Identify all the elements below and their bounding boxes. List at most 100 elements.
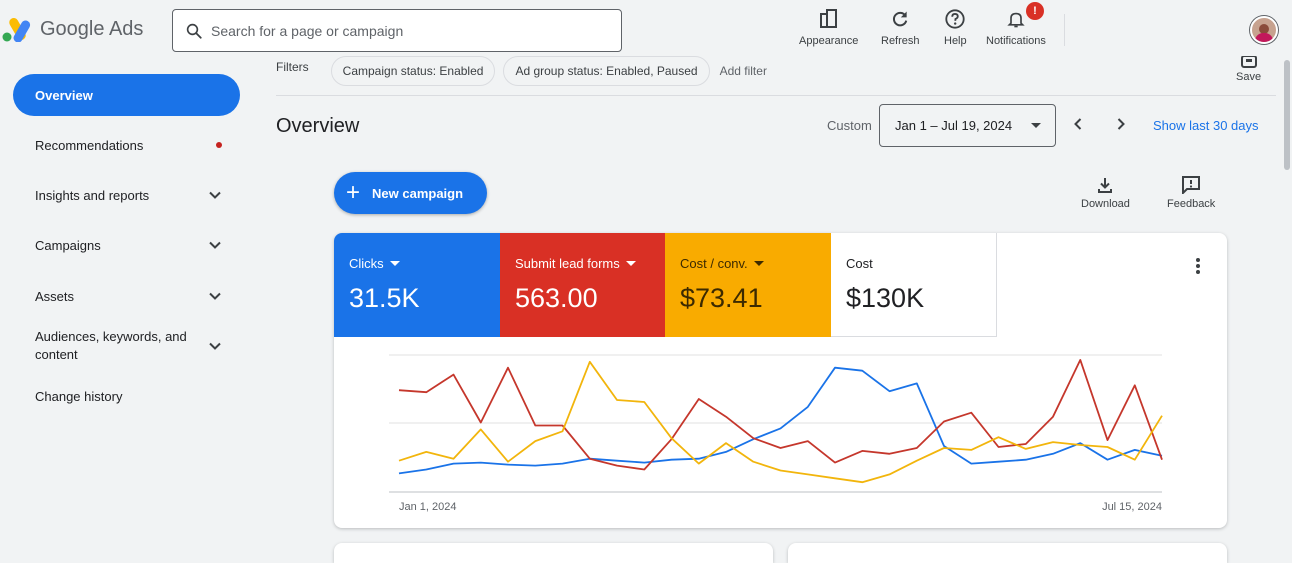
google-ads-logo[interactable]: Google Ads [2,16,143,42]
save-icon [1240,56,1257,68]
sidebar-item-label: Change history [35,388,123,404]
search-icon [186,23,202,39]
date-range-select[interactable]: Jan 1 – Jul 19, 2024 [879,104,1056,147]
sidebar-item-label: Overview [35,87,93,103]
notification-dot-icon [216,142,222,148]
performance-card: Clicks 31.5K Submit lead forms 563.00 Co… [334,233,1227,528]
metric-value: $73.41 [680,283,763,313]
metric-label: Clicks [349,256,384,271]
sidebar-item-overview[interactable]: Overview [13,74,240,116]
sidebar-item-insights[interactable]: Insights and reports [13,185,240,205]
feedback-icon [1182,176,1201,194]
appearance-button[interactable]: Appearance [799,8,858,47]
series-line-0[interactable] [398,366,1163,475]
chevron-right-icon [1117,118,1125,130]
date-range-value: Jan 1 – Jul 19, 2024 [895,118,1013,133]
more-options-button[interactable] [1194,257,1202,280]
download-button[interactable]: Download [1081,176,1130,210]
chevron-down-icon [209,191,221,199]
sidebar-item-label: Campaigns [35,237,101,253]
notifications-label: Notifications [986,35,1046,47]
sidebar-item-audiences[interactable]: Audiences, keywords, and content [13,328,240,364]
refresh-label: Refresh [881,35,920,47]
google-ads-logo-icon [2,18,31,42]
app-name: Google Ads [40,17,144,40]
x-axis-end-label: Jul 15, 2024 [1102,501,1162,513]
chevron-left-icon [1074,118,1082,130]
show-last-30-days-link[interactable]: Show last 30 days [1153,118,1259,133]
custom-label: Custom [827,118,872,133]
sidebar-item-change-history[interactable]: Change history [13,386,240,406]
appearance-icon [819,9,837,28]
metric-cost[interactable]: Cost $130K [831,233,997,337]
metric-value: 563.00 [515,283,598,313]
sidebar-item-label: Audiences, keywords, and content [35,329,187,362]
next-period-button[interactable] [1111,114,1131,134]
help-icon [945,9,965,29]
performance-chart[interactable]: Jan 1, 2024 Jul 15, 2024 [334,337,1227,528]
top-bar: Google Ads Appearance Refresh [0,0,1292,60]
avatar[interactable] [1250,16,1278,44]
new-campaign-button[interactable]: + New campaign [334,172,487,214]
bottom-card-right [788,543,1227,563]
metric-label: Submit lead forms [515,256,620,271]
help-label: Help [944,35,967,47]
chevron-down-icon [209,292,221,300]
save-button[interactable]: Save [1236,56,1261,83]
sidebar-item-label: Assets [35,288,75,304]
metric-clicks[interactable]: Clicks 31.5K [334,233,500,337]
notifications-button[interactable]: ! Notifications [986,2,1046,47]
caret-down-icon[interactable] [753,261,764,266]
series-line-2[interactable] [398,360,1163,484]
sidebar-item-assets[interactable]: Assets [13,286,240,306]
filter-bar: Filters Campaign status: Enabled Ad grou… [276,56,767,86]
metric-submit-lead-forms[interactable]: Submit lead forms 563.00 [500,233,666,337]
metric-value: $130K [846,283,925,313]
chevron-down-icon [209,342,221,350]
save-label: Save [1236,71,1262,83]
x-axis-start-label: Jan 1, 2024 [399,501,457,513]
sidebar-item-label: Insights and reports [35,187,150,203]
bottom-card-left [334,543,773,563]
sidebar-item-recommendations[interactable]: Recommendations [13,135,240,155]
metric-value: 31.5K [349,283,420,313]
filter-chip-campaign-status[interactable]: Campaign status: Enabled [330,56,496,86]
previous-period-button[interactable] [1068,114,1088,134]
divider [276,95,1276,96]
download-icon [1098,178,1113,193]
metric-label: Cost [846,256,873,271]
bell-icon [1007,12,1025,28]
feedback-button[interactable]: Feedback [1167,176,1215,210]
caret-down-icon[interactable] [625,261,636,266]
more-vert-icon [1196,258,1200,274]
sidebar-item-label: Recommendations [35,137,144,153]
chart-grid [389,354,1162,493]
caret-down-icon [1031,123,1041,128]
caret-down-icon[interactable] [389,261,400,266]
metric-cost-per-conv[interactable]: Cost / conv. $73.41 [665,233,831,337]
filters-label: Filters [276,60,309,74]
toolbar-divider [1064,14,1065,46]
scrollbar[interactable] [1284,60,1290,170]
feedback-label: Feedback [1167,198,1216,210]
add-filter-link[interactable]: Add filter [719,64,767,78]
help-button[interactable]: Help [944,8,967,47]
avatar-body [1255,33,1273,42]
metric-label: Cost / conv. [680,256,748,271]
page-title: Overview [276,115,360,137]
search-input[interactable] [211,22,591,39]
refresh-icon [893,11,908,27]
refresh-button[interactable]: Refresh [881,8,920,47]
notification-badge: ! [1025,2,1044,20]
sidebar-item-campaigns[interactable]: Campaigns [13,235,240,255]
series-line-1[interactable] [398,358,1163,471]
download-label: Download [1081,198,1130,210]
search-box[interactable] [172,9,622,52]
new-campaign-label: New campaign [372,185,464,201]
plus-icon: + [346,179,361,206]
appearance-label: Appearance [799,35,859,47]
avatar-face [1259,24,1269,34]
chart-lines [398,358,1163,484]
filter-chip-ad-group-status[interactable]: Ad group status: Enabled, Paused [503,56,710,86]
chevron-down-icon [209,241,221,249]
